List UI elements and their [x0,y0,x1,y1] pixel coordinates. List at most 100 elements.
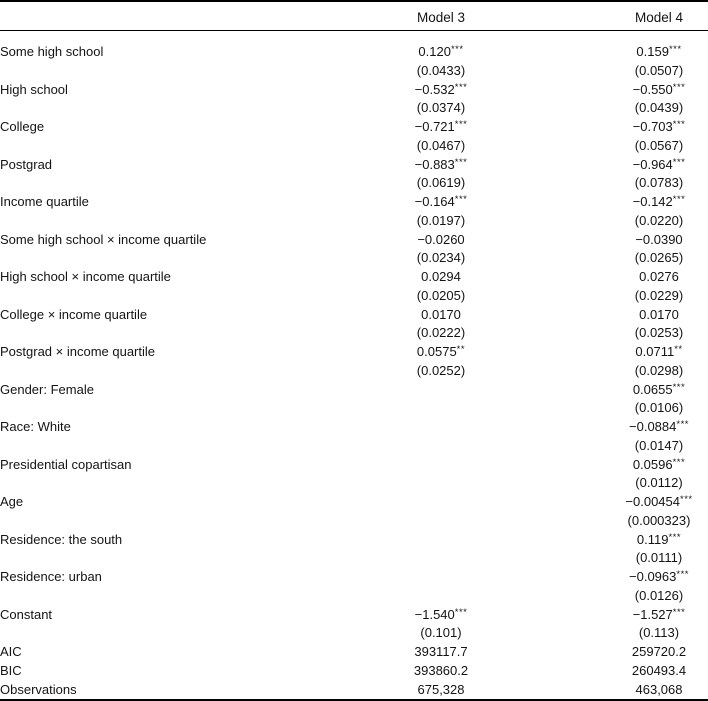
model4-se: (0.0106) [634,400,684,416]
model4-se: (0.0126) [634,587,684,603]
model3-estimate [372,493,510,512]
model3-estimate: −0.721*** [414,119,468,134]
model3-se [372,399,510,418]
model4-estimate: −1.527*** [632,606,686,622]
table-row: Residence: urban −0.0963*** (0.0126) [0,568,708,606]
model3-se: (0.101) [420,625,462,641]
table-row: Gender: Female 0.0655*** (0.0106) [0,381,708,419]
significance-stars: *** [676,569,689,580]
model3-estimate [372,456,510,475]
model3-se: (0.0205) [416,287,466,303]
header-label-cell [0,1,372,31]
table-row: Postgrad −0.883*** (0.0619) −0.964*** (0.0… [0,156,708,194]
row-label: Constant [0,606,53,622]
model3-observations: 675,328 [417,681,465,697]
model4-estimate: 0.0170 [639,306,679,322]
table-row: Some high school 0.120*** (0.0433) 0.159*… [0,31,708,81]
model3-estimate: −0.164*** [414,194,468,209]
model4-se: (0.0439) [634,100,684,116]
model3-se: (0.0222) [416,325,466,341]
model3-estimate: 0.120*** [418,44,464,59]
model4-estimate: −0.142*** [632,194,686,209]
model3-estimate: −0.0260 [417,231,465,247]
row-label: Postgrad × income quartile [0,344,156,359]
model3-se [372,587,510,606]
model4-estimate: 0.0711** [635,344,683,359]
row-label: Gender: Female [0,381,94,397]
table-row: Race: White −0.0884*** (0.0147) [0,418,708,456]
model4-se: (0.0507) [634,62,684,78]
model3-estimate: −0.532*** [414,81,468,97]
model4-estimate: −0.964*** [632,156,686,172]
model3-estimate [372,381,510,400]
significance-stars: *** [672,194,686,205]
model3-se: (0.0252) [416,362,466,378]
table-row: Age −0.00454*** (0.000323) [0,493,708,531]
model4-estimate: 0.119*** [636,531,682,547]
model3-estimate: 0.0170 [421,306,461,322]
table-row: Income quartile −0.164*** (0.0197) −0.142… [0,193,708,231]
significance-stars: *** [672,81,686,93]
significance-stars: ** [674,344,683,355]
model3-se: (0.0433) [416,62,466,78]
model3-se [372,549,510,568]
significance-stars: *** [672,156,686,168]
significance-stars: *** [454,156,468,168]
model3-estimate [372,568,510,587]
model4-se: (0.113) [638,625,680,641]
row-label: High school [0,81,68,97]
table-row-aic: AIC 393117.7 259720.2 [0,643,708,662]
table-row: Postgrad × income quartile 0.0575** (0.02… [0,343,708,381]
model3-estimate [372,531,510,550]
row-label: Postgrad [0,156,53,172]
row-label: Race: White [0,419,71,434]
stat-label: Observations [0,681,77,697]
model4-estimate: −0.0963*** [629,569,689,584]
model4-aic: 259720.2 [631,644,687,659]
significance-stars: *** [676,419,689,430]
model4-estimate: −0.550*** [632,81,686,97]
table-row: College −0.721*** (0.0467) −0.703*** (0.05… [0,118,708,156]
significance-stars: *** [668,44,682,55]
model4-se: (0.0112) [635,475,683,491]
model3-bic: 393860.2 [413,662,469,678]
model4-estimate: −0.0390 [635,231,683,247]
row-label: Residence: urban [0,569,102,584]
table-row: Some high school × income quartile −0.02… [0,231,708,269]
model3-se: (0.0619) [416,175,466,191]
row-label: High school × income quartile [0,269,171,284]
significance-stars: *** [672,119,686,130]
significance-stars: *** [672,456,686,468]
table-row-bic: BIC 393860.2 260493.4 [0,662,708,681]
row-label: College [0,119,45,134]
significance-stars: *** [672,381,686,393]
significance-stars: *** [454,194,468,205]
significance-stars: *** [450,44,464,55]
table-row: Presidential copartisan 0.0596*** (0.0112… [0,456,708,494]
model4-estimate: −0.703*** [632,119,686,134]
table-row: High school −0.532*** (0.0374) −0.550*** (… [0,81,708,119]
model3-estimate: −1.540*** [414,606,468,622]
table-row: Residence: the south 0.119*** (0.0111) [0,531,708,569]
row-label: Residence: the south [0,531,123,547]
model4-estimate: 0.0596*** [632,456,686,472]
row-label: Some high school × income quartile [0,231,207,247]
model4-se: (0.0567) [634,137,684,153]
model3-estimate [372,418,510,437]
model4-se: (0.0783) [634,175,684,191]
row-label: Some high school [0,44,104,59]
row-label: College × income quartile [0,306,148,322]
model4-estimate: −0.0884*** [629,419,689,434]
stat-label: BIC [0,662,22,678]
significance-stars: *** [668,531,682,543]
model4-bic: 260493.4 [631,662,687,678]
model4-se: (0.0229) [634,287,684,303]
model4-header: Model 4 [510,1,708,31]
table-row: Constant −1.540*** (0.101) −1.527*** (0.11… [0,606,708,644]
model4-observations: 463,068 [635,681,683,697]
model3-se [372,437,510,456]
model3-se: (0.0197) [416,212,466,228]
row-label: Income quartile [0,194,89,209]
